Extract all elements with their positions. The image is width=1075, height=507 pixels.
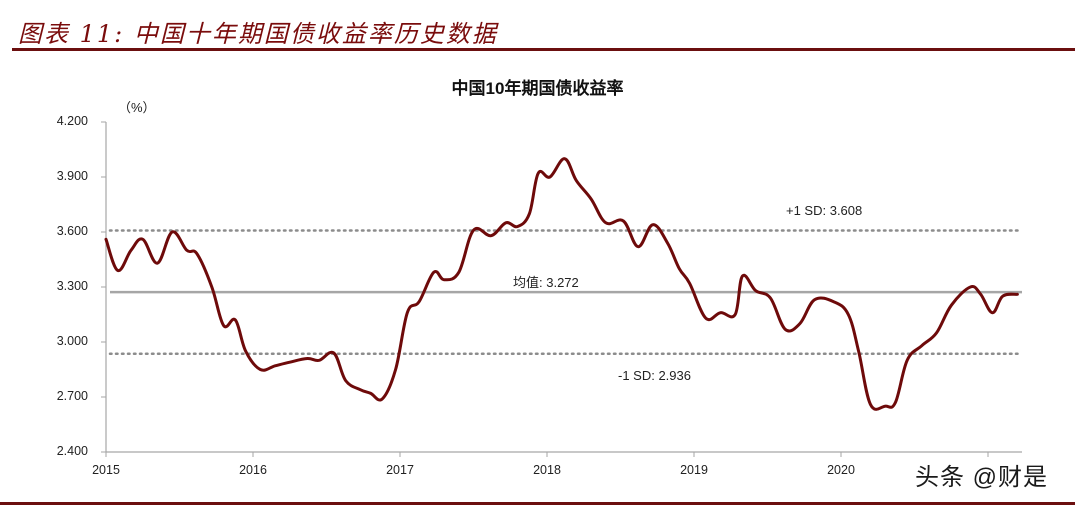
bottom-rule [0,502,1075,505]
annotation--1-sd: -1 SD: 2.936 [618,367,691,383]
watermark: 头条 @财是 [915,464,1049,491]
x-tick-label: 2020 [827,463,855,477]
y-tick-label: 3.600 [56,224,88,238]
x-tick-label: 2016 [239,463,267,477]
title-underline [12,48,1075,51]
x-tick-label: 2017 [386,463,414,477]
x-tick-label: 2018 [533,463,561,477]
yield-line [104,157,1019,411]
y-tick-label: 4.200 [56,114,88,128]
y-tick-label: 3.300 [56,279,88,293]
y-tick-label: 2.700 [56,389,88,403]
reference-lines [108,229,1024,355]
annotation--1-sd: +1 SD: 3.608 [786,202,863,218]
chart-title: 中国10年期国债收益率 [451,79,624,98]
y-tick-label: 3.900 [56,169,88,183]
figure-title: 图表 11: 中国十年期国债收益率历史数据 [18,20,498,48]
x-tick-label: 2019 [680,463,708,477]
x-tick-label: 2015 [92,463,120,477]
y-tick-label: 2.400 [56,444,88,458]
y-tick-label: 3.000 [56,334,88,348]
chart-axes [101,121,1022,457]
annotation-mean: 均值: 3.272 [513,275,579,291]
y-axis-unit-label: （%） [118,100,156,115]
